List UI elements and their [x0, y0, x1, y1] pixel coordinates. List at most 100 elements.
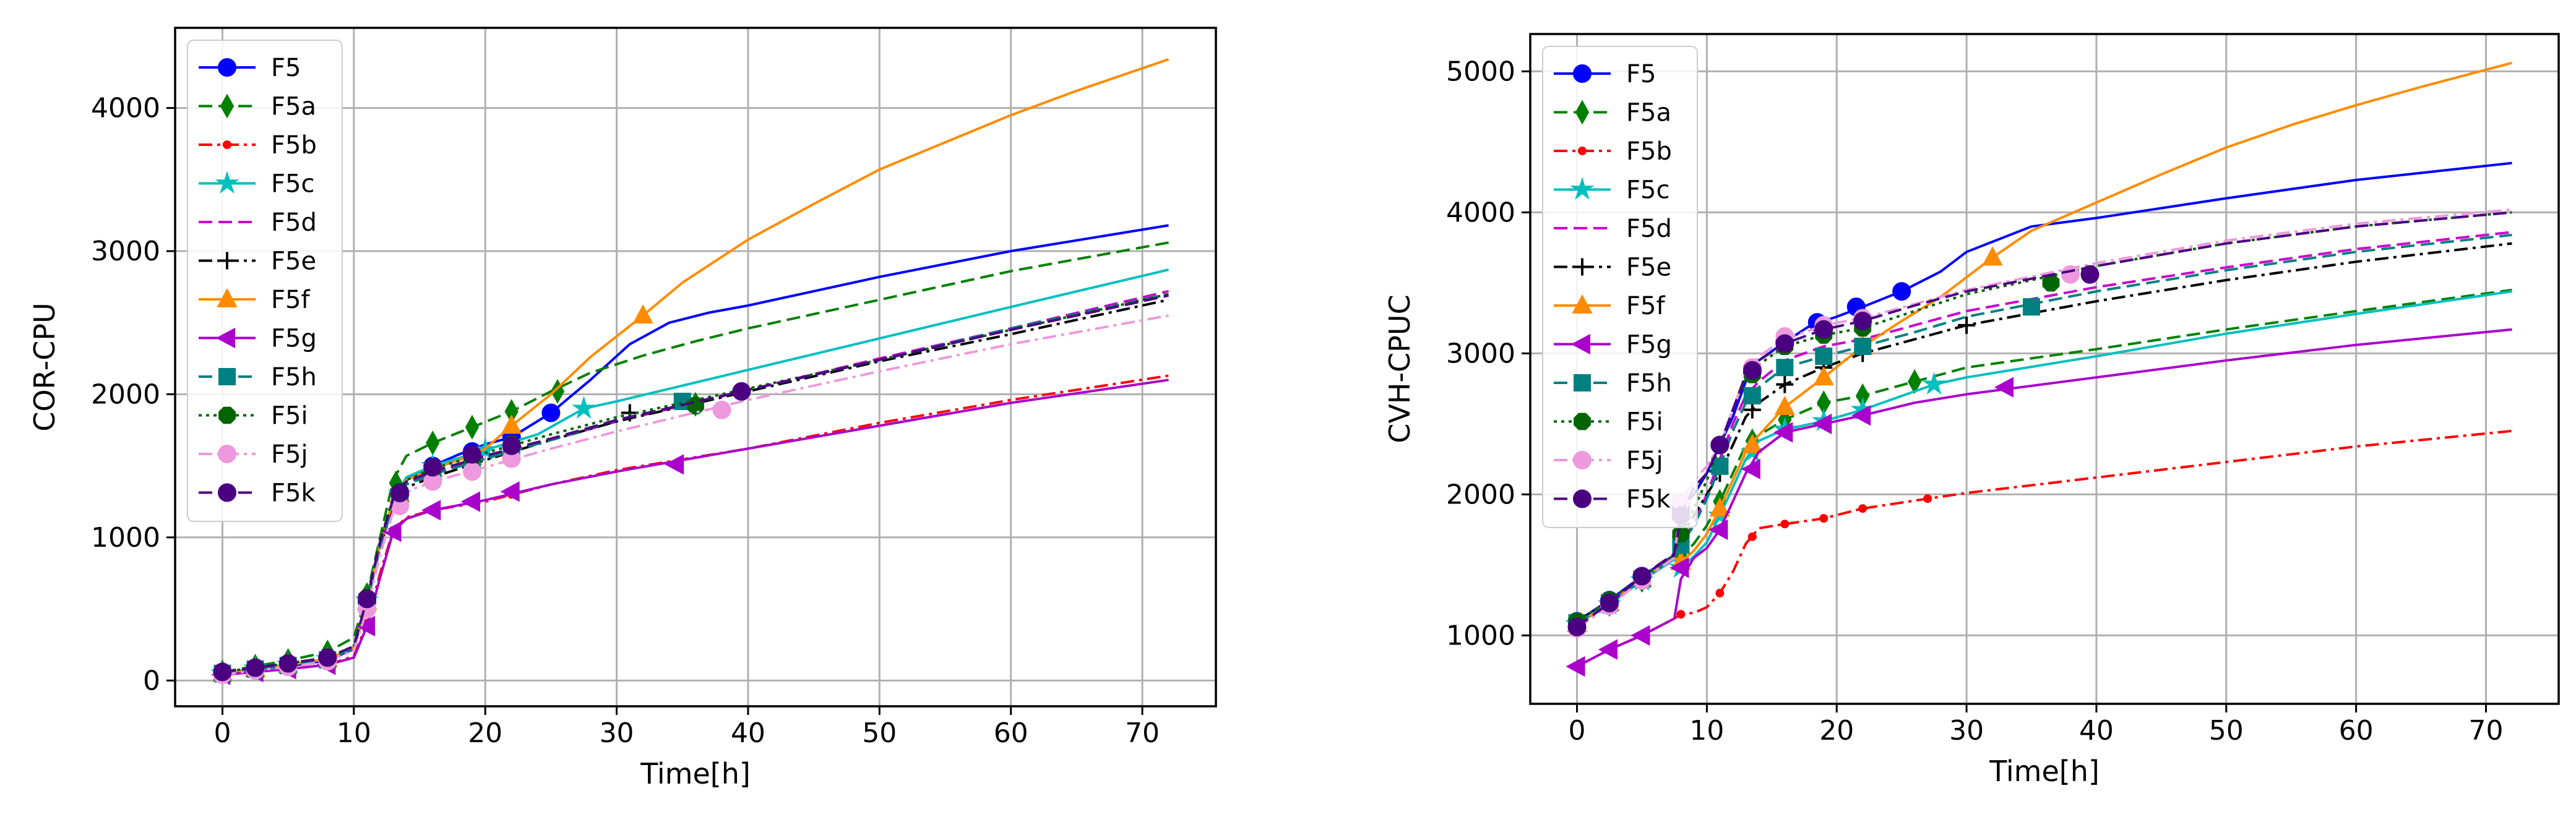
data-point-F5g	[1630, 625, 1650, 646]
series-line-F5k	[222, 294, 1169, 674]
data-point-F5k	[390, 484, 410, 503]
legend-marker-F5a	[220, 93, 235, 119]
x-axis-label: Time[h]	[640, 757, 751, 790]
legend-label-F5i: F5i	[1626, 408, 1663, 437]
data-point-F5g	[500, 481, 520, 502]
data-point-F5k	[1814, 320, 1833, 339]
legend-marker-F5h	[1574, 374, 1591, 391]
legend-label-F5j: F5j	[271, 440, 308, 469]
data-point-F5g	[460, 491, 480, 512]
y-tick-label: 1000	[91, 522, 160, 554]
data-point-F5g	[382, 521, 402, 542]
plot-area	[210, 58, 1170, 685]
y-tick-label: 2000	[1446, 479, 1515, 510]
data-point-F5a	[426, 430, 440, 456]
data-point-F5k	[423, 458, 442, 477]
axes-frame	[1529, 33, 2560, 705]
legend-label-F5e: F5e	[271, 247, 316, 276]
legend: F5 F5a F5b F5c F5d F5e F5f F5g F5h F5i F5j F5k	[187, 40, 343, 522]
data-point-F5b	[1780, 520, 1790, 529]
data-point-F5f	[1813, 366, 1834, 386]
data-point-F5f	[1982, 246, 2003, 266]
y-tick-label: 1000	[1446, 620, 1515, 651]
data-point-F5b	[1747, 532, 1757, 541]
legend-label-F5f: F5f	[1626, 292, 1665, 320]
data-point-F5b	[1923, 494, 1932, 503]
y-tick-label: 2000	[91, 379, 160, 410]
data-point-F5h	[1743, 387, 1761, 404]
data-point-F5b	[1715, 589, 1725, 598]
data-point-F5k	[2080, 265, 2100, 284]
x-tick-label: 70	[2468, 715, 2503, 746]
x-tick-label: 20	[1819, 715, 1854, 746]
data-point-F5g	[1851, 405, 1871, 426]
right-chart-panel: 0 10 20 30 40 50 60 70 1000 2000 3000 4000 5000 Time[…	[1383, 33, 2560, 788]
data-point-F5	[1892, 282, 1911, 301]
data-point-F5g	[421, 500, 441, 521]
x-tick-label: 50	[862, 717, 897, 749]
series-line-F5h	[1576, 233, 2512, 624]
data-point-F5k	[1632, 567, 1652, 586]
x-tick-label: 40	[2079, 715, 2114, 746]
data-point-F5g	[1994, 377, 2014, 398]
axes-frame	[174, 27, 1217, 708]
x-tick-label: 20	[468, 717, 502, 749]
x-tick-label: 70	[1125, 717, 1160, 749]
legend-marker-F5f	[1572, 294, 1593, 314]
data-point-F5g	[355, 615, 376, 637]
legend-label-F5g: F5g	[271, 325, 317, 353]
data-point-F5	[541, 403, 561, 422]
legend-marker-F5c	[215, 171, 239, 194]
legend-marker-F5e	[218, 252, 236, 270]
legend-marker-F5h	[218, 368, 236, 385]
legend-marker-F5f	[217, 288, 238, 307]
data-point-F5k	[246, 658, 265, 677]
data-point-F5f	[1742, 434, 1763, 453]
data-point-F5k	[213, 662, 232, 682]
x-tick-label: 10	[1689, 715, 1724, 746]
legend-label-F5h: F5h	[271, 363, 317, 391]
x-tick-label: 30	[1949, 715, 1984, 746]
legend-label-F5: F5	[271, 54, 301, 82]
series-line-F5g	[222, 379, 1169, 677]
data-point-F5g	[1741, 458, 1760, 480]
x-tick-label: 0	[1569, 715, 1586, 746]
series-line-F5f	[222, 58, 1170, 675]
data-point-F5k	[1600, 593, 1619, 612]
data-point-F5a	[1908, 369, 1922, 395]
legend-label-F5g: F5g	[1626, 331, 1672, 359]
x-axis-label: Time[h]	[1989, 755, 2100, 788]
legend-label-F5c: F5c	[1626, 176, 1669, 205]
data-point-F5g	[1708, 519, 1728, 541]
y-tick-label: 4000	[91, 93, 160, 124]
legend-marker-F5e	[1574, 258, 1591, 276]
legend-marker-F5c	[1570, 177, 1595, 200]
legend-box	[1542, 46, 1698, 528]
data-point-F5f	[1709, 497, 1731, 517]
y-tick-label: 0	[143, 665, 160, 696]
data-point-F5b	[1858, 504, 1867, 513]
series-line-F5g	[1576, 328, 2512, 668]
x-tick-label: 60	[2339, 715, 2374, 746]
legend-marker-F5j	[1573, 451, 1592, 469]
y-axis-label: COR-CPU	[28, 302, 61, 432]
data-point-F5k	[318, 648, 337, 667]
x-tick-label: 60	[994, 717, 1028, 749]
legend: F5 F5a F5b F5c F5d F5e F5f F5g F5h F5i F5j F5k	[1542, 46, 1698, 528]
x-tick-label: 50	[2209, 715, 2244, 746]
data-point-F5g	[1598, 639, 1618, 660]
legend-marker-F5	[218, 58, 236, 77]
data-point-F5f	[501, 414, 522, 434]
data-point-F5i	[2042, 274, 2060, 292]
data-point-F5h	[1711, 457, 1729, 475]
data-point-F5k	[358, 589, 377, 609]
legend-label-F5b: F5b	[271, 131, 317, 160]
x-tick-label: 40	[731, 717, 765, 749]
data-point-F5h	[1776, 359, 1794, 377]
data-point-F5h	[1815, 347, 1833, 365]
data-point-F5f	[632, 304, 653, 324]
data-point-F5b	[1819, 514, 1829, 523]
y-tick-label: 4000	[1446, 197, 1515, 228]
legend-label-F5e: F5e	[1626, 254, 1671, 282]
